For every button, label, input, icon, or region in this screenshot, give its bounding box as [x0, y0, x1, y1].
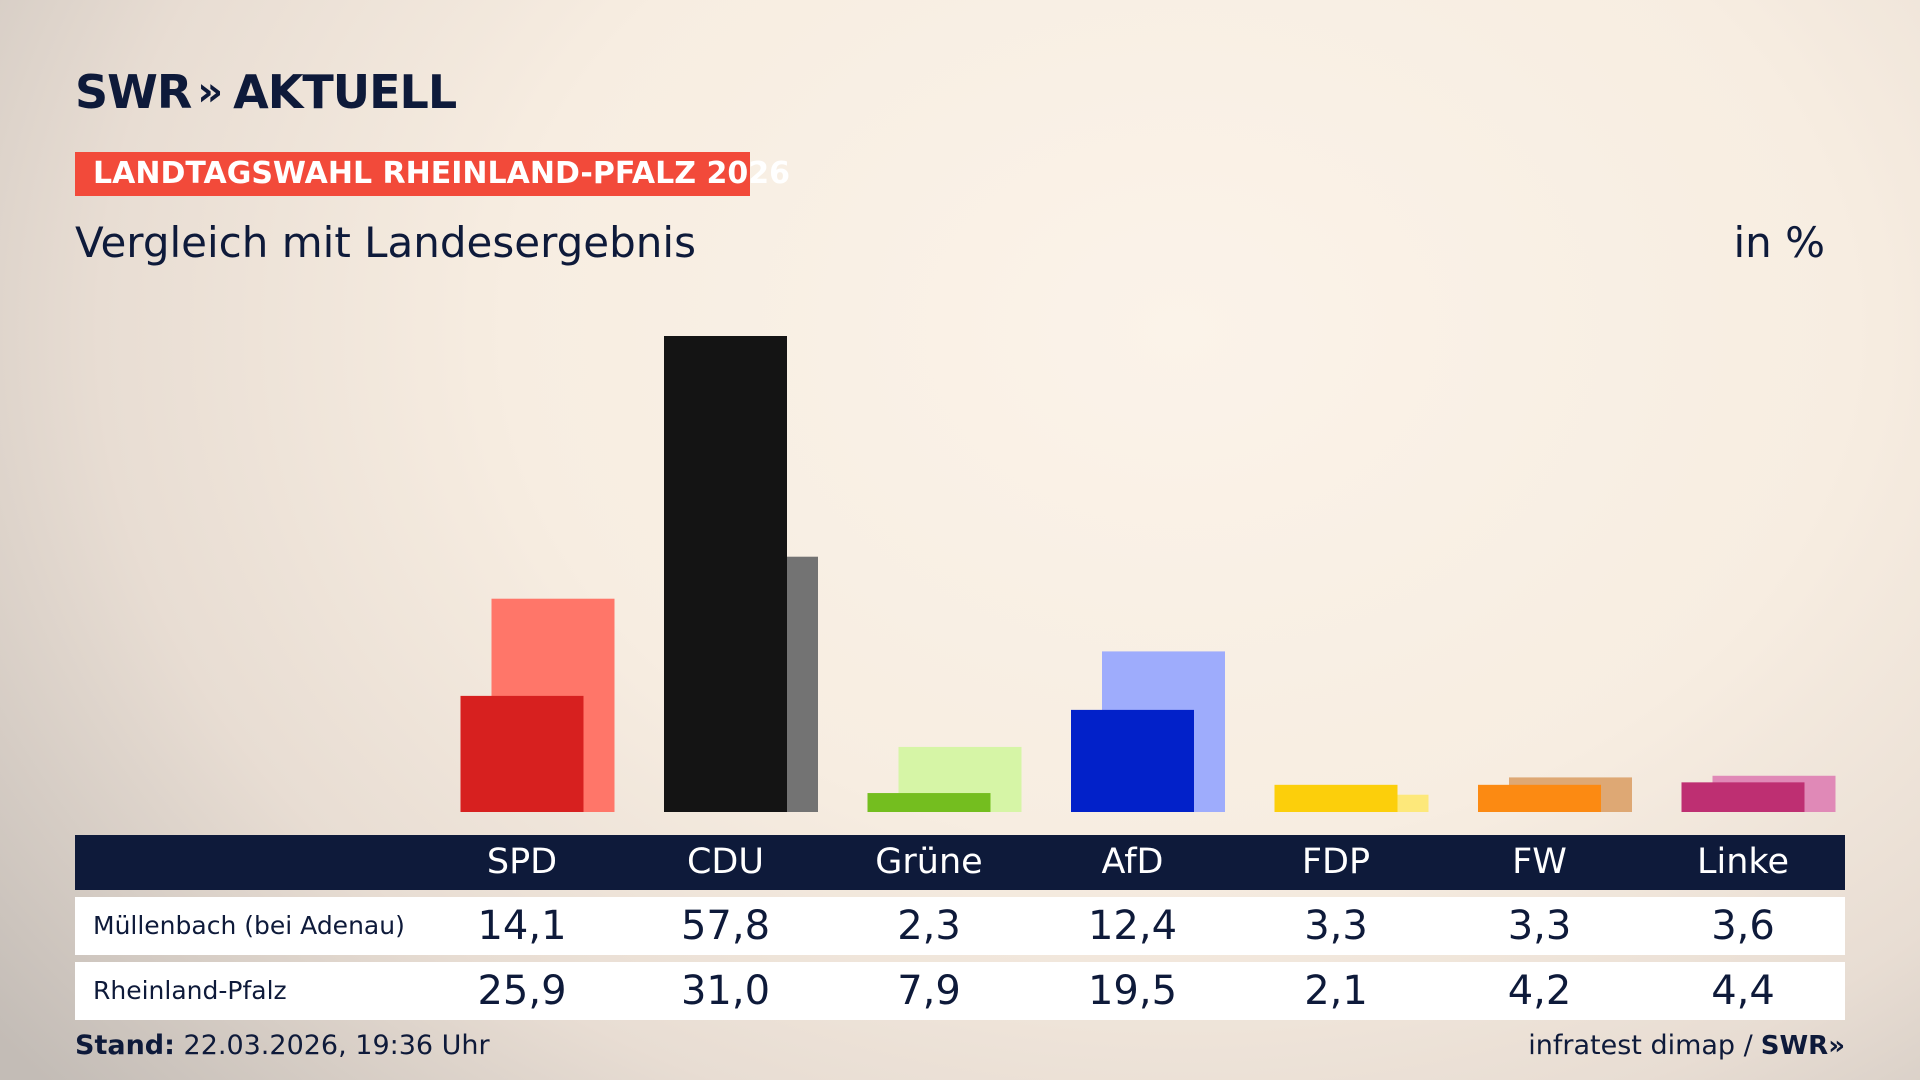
value-local-fw: 3,3: [1507, 903, 1572, 949]
header-spd: SPD: [486, 842, 558, 882]
row-label-state: Rheinland-Pfalz: [93, 976, 287, 1005]
swr-aktuell-logo: SWR » AKTUELL: [75, 65, 457, 119]
unit-label: in %: [1733, 218, 1825, 267]
value-state-spd: 25,9: [477, 968, 567, 1014]
value-state-linke: 4,4: [1711, 968, 1775, 1014]
election-badge: LANDTAGSWAHL RHEINLAND-PFALZ 2026: [75, 152, 790, 196]
table-row-local: Müllenbach (bei Adenau) 14,1 57,8 2,3 12,4 3…: [75, 897, 1845, 955]
logo-aktuell: AKTUELL: [233, 65, 457, 119]
value-local-linke: 3,6: [1711, 903, 1775, 949]
source-brand: SWR»: [1760, 1030, 1845, 1061]
table-row-state: Rheinland-Pfalz 25,9 31,0 7,9 19,5 2,1 4,2 4,4: [75, 962, 1845, 1020]
header-linke: Linke: [1697, 842, 1789, 882]
table-header: SPD CDU Grüne AfD FDP FW Linke: [75, 835, 1845, 890]
bar-local-cdu: [664, 336, 787, 812]
bar-chart: [460, 336, 1836, 812]
bar-local-fdp: [1274, 784, 1398, 812]
results-table: SPD CDU Grüne AfD FDP FW Linke Müllenbach (bei…: [75, 835, 1845, 1020]
bar-local-gr-ne: [867, 793, 991, 812]
value-local-gr-ne: 2,3: [897, 903, 961, 949]
header-cdu: CDU: [686, 842, 764, 882]
header-afd: AfD: [1101, 842, 1164, 882]
value-state-fw: 4,2: [1507, 968, 1572, 1014]
value-state-afd: 19,5: [1087, 968, 1178, 1014]
value-state-cdu: 31,0: [680, 968, 771, 1014]
row-label-local: Müllenbach (bei Adenau): [93, 911, 405, 940]
logo-swr: SWR: [75, 65, 192, 119]
bar-local-afd: [1071, 709, 1194, 812]
value-local-fdp: 3,3: [1304, 903, 1368, 949]
header-fdp: FDP: [1301, 842, 1371, 882]
bar-local-fw: [1478, 784, 1601, 812]
source-credit: infratest dimap / SWR»: [1528, 1030, 1845, 1061]
bar-local-spd: [460, 695, 584, 812]
header-gr-ne: Grüne: [875, 842, 983, 882]
value-local-afd: 12,4: [1087, 903, 1178, 949]
value-state-gr-ne: 7,9: [897, 968, 961, 1014]
source-text: infratest dimap /: [1528, 1030, 1753, 1061]
stand-value: 22.03.2026, 19:36 Uhr: [183, 1030, 490, 1061]
timestamp: Stand: 22.03.2026, 19:36 Uhr: [75, 1030, 490, 1061]
value-state-fdp: 2,1: [1304, 968, 1368, 1014]
stand-label: Stand:: [75, 1030, 175, 1061]
bar-local-linke: [1681, 782, 1805, 812]
chart-subtitle: Vergleich mit Landesergebnis: [75, 218, 696, 267]
value-local-cdu: 57,8: [680, 903, 771, 949]
header-fw: FW: [1512, 842, 1567, 882]
value-local-spd: 14,1: [477, 903, 567, 949]
